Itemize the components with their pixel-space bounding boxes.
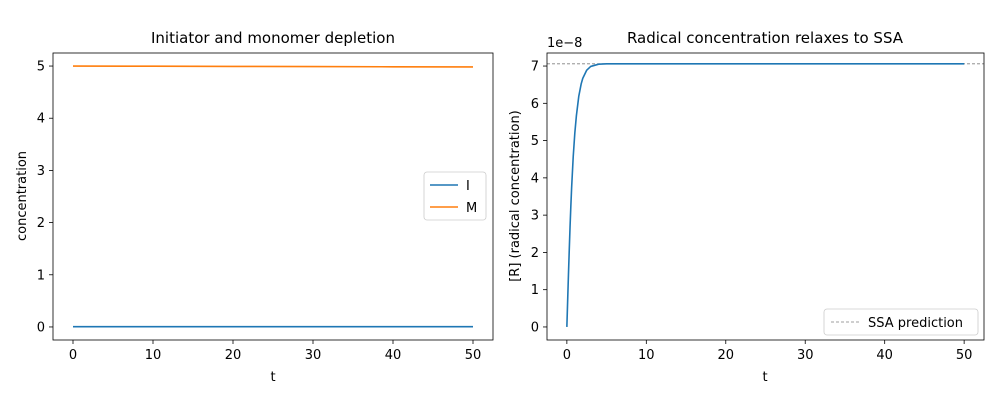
right-y-tick-label: 0	[531, 320, 539, 335]
left-y-tick-label: 0	[37, 320, 45, 335]
right-x-tick-label: 0	[563, 348, 571, 363]
left-plot-area	[72, 65, 474, 328]
right-y-tick-label: 2	[531, 246, 539, 261]
left-y-tick-label: 5	[37, 60, 45, 75]
left-chart-title: Initiator and monomer depletion	[151, 29, 395, 47]
left-x-tick-label: 40	[385, 348, 402, 363]
left-legend: I M	[423, 171, 487, 221]
left-x-tick-label: 10	[145, 348, 162, 363]
right-y-tick-label: 3	[531, 209, 539, 224]
legend-label-i: I	[466, 179, 470, 194]
left-x-tick-label: 30	[305, 348, 322, 363]
right-y-axis-label: [R] (radical concentration)	[508, 110, 523, 282]
left-chart-panel: Initiator and monomer depletion t concen…	[15, 29, 494, 385]
right-chart-title: Radical concentration relaxes to SSA	[627, 29, 904, 47]
left-x-ticks: 0 10 20 30 40 50	[69, 340, 481, 363]
right-x-tick-label: 20	[717, 348, 734, 363]
right-x-ticks: 0 10 20 30 40 50	[563, 340, 973, 363]
left-y-tick-label: 2	[37, 216, 45, 231]
left-legend-box	[423, 171, 487, 221]
right-chart-panel: Radical concentration relaxes to SSA 1e−…	[508, 29, 985, 385]
left-y-tick-label: 3	[37, 164, 45, 179]
right-y-tick-label: 4	[531, 171, 539, 186]
left-y-axis-label: concentration	[15, 151, 30, 241]
right-x-tick-label: 30	[797, 348, 814, 363]
right-y-tick-label: 1	[531, 283, 539, 298]
right-x-tick-label: 50	[956, 348, 973, 363]
series-line-right-0	[566, 63, 965, 327]
left-y-ticks: 0 1 2 3 4 5	[37, 60, 53, 335]
right-y-tick-label: 6	[531, 97, 539, 112]
left-y-tick-label: 4	[37, 112, 45, 127]
left-x-tick-label: 20	[225, 348, 242, 363]
left-axes-frame	[52, 52, 494, 341]
right-y-ticks: 0 1 2 3 4 5 6 7	[531, 60, 547, 335]
left-x-axis-label: t	[270, 370, 275, 385]
left-x-tick-label: 0	[69, 348, 77, 363]
left-x-tick-label: 50	[465, 348, 482, 363]
left-y-tick-label: 1	[37, 268, 45, 283]
right-legend-box	[823, 308, 979, 336]
right-axes-frame	[546, 52, 985, 341]
legend-label-ssa: SSA prediction	[868, 316, 963, 331]
right-y-tick-label: 7	[531, 60, 539, 75]
right-plot-area	[547, 63, 984, 327]
right-legend: SSA prediction	[823, 308, 979, 336]
right-x-axis-label: t	[762, 370, 767, 385]
right-y-offset-text: 1e−8	[547, 36, 582, 51]
right-x-tick-label: 10	[638, 348, 655, 363]
series-line-m	[72, 65, 474, 68]
legend-label-m: M	[466, 201, 477, 216]
right-y-tick-label: 5	[531, 134, 539, 149]
right-x-tick-label: 40	[876, 348, 893, 363]
